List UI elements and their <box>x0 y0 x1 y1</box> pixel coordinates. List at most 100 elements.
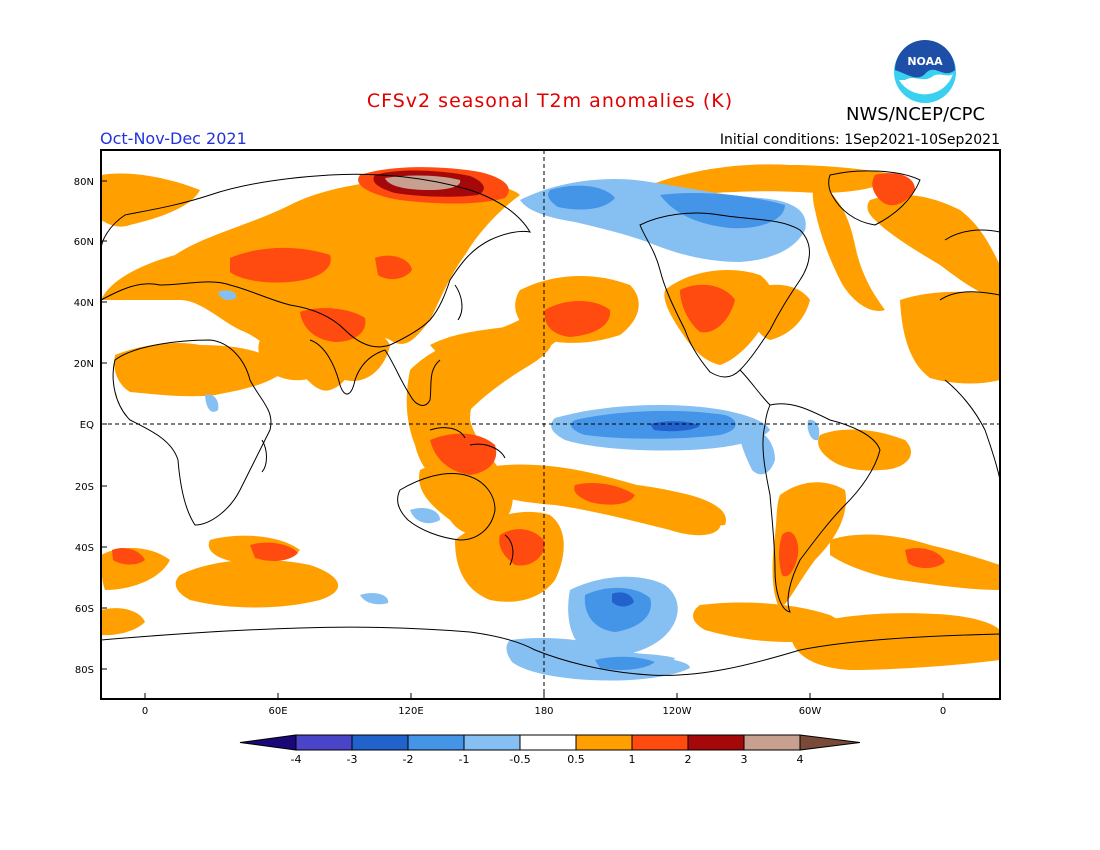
coastline-india <box>309 339 386 395</box>
coastline-greenland <box>828 170 921 226</box>
season-label: Oct-Nov-Dec 2021 <box>100 129 247 148</box>
warm-region-kara-sea-core <box>385 175 461 190</box>
colorbar: -4 -3 -2 -1 -0.5 0.5 1 2 3 4 <box>239 734 861 766</box>
map-title: CFSv2 seasonal T2m anomalies (K) <box>366 90 734 112</box>
colorbar-tick-label: 1 <box>629 753 636 766</box>
lat-label-60s: 60S <box>75 604 94 615</box>
longitude-axis: 0 60E 120E 180 120W 60W 0 <box>142 693 946 717</box>
warm-region-west-africa-atlantic <box>900 291 1000 384</box>
warm-region-eurasia <box>101 178 520 391</box>
lon-label-120e-2: 120E <box>398 706 423 717</box>
lat-label-20n: 20N <box>74 359 94 370</box>
coastline-australia <box>397 472 496 541</box>
coastline-borneo-new-guinea <box>429 427 506 459</box>
warm-region-indian-ocean-east <box>101 608 145 636</box>
warm-region-southern-ocean-b <box>175 559 339 608</box>
initial-conditions-label: Initial conditions: 1Sep2021-10Sep2021 <box>719 132 1000 148</box>
organization-label: NWS/NCEP/CPC <box>846 104 986 125</box>
colorbar-cell <box>463 734 521 751</box>
colorbar-tick-label: 2 <box>685 753 692 766</box>
noaa-logo-text: NOAA <box>907 55 943 68</box>
coastline-central-america <box>739 369 771 406</box>
noaa-logo-icon: NOAA <box>894 40 956 103</box>
colorbar-cell <box>575 734 633 751</box>
coastline-new-zealand <box>504 534 514 566</box>
lat-label-eq: EQ <box>80 420 94 431</box>
warm-region-greenland-atlantic <box>812 180 885 311</box>
cold-region-canadian-arctic <box>660 193 785 229</box>
colorbar-cell <box>351 734 409 751</box>
cold-region-chukchi <box>548 185 615 210</box>
warm-region-west-siberia <box>230 247 331 283</box>
warm-region-east-of-nz <box>499 529 545 566</box>
lat-label-60n: 60N <box>74 237 94 248</box>
colorbar-cell <box>743 734 801 751</box>
coastline-southeast-asia <box>384 349 441 406</box>
colorbar-tick-label: 3 <box>741 753 748 766</box>
cold-region-caspian <box>218 290 237 300</box>
warm-region-south-atlantic-spot <box>905 548 945 569</box>
warm-region-indian-west <box>112 548 145 565</box>
colorbar-cell <box>295 734 353 751</box>
warm-region-australia <box>419 460 513 536</box>
lat-label-40s: 40S <box>75 543 94 554</box>
coastline-africa <box>112 339 272 526</box>
cold-region-east-africa <box>205 394 219 412</box>
colorbar-tick-label: 4 <box>797 753 804 766</box>
lon-label-180-3: 180 <box>534 706 553 717</box>
colorbar-cell <box>519 734 577 751</box>
lat-label-40n: 40N <box>74 298 94 309</box>
warm-region-nw-pacific-band <box>440 330 553 410</box>
colorbar-arrow-high <box>799 734 861 751</box>
warm-region-sahara <box>114 343 285 397</box>
colorbar-cell <box>631 734 689 751</box>
warm-region-patagonia <box>779 531 799 577</box>
coastline-south-america <box>762 403 881 613</box>
warm-region-central-north-pacific <box>544 301 611 337</box>
warm-region-arctic-canada <box>650 164 900 195</box>
latitude-axis: 80N 60N 40N 20N EQ 20S 40S 60S 80S <box>74 177 107 676</box>
coastlines <box>101 170 1000 676</box>
lat-label-80s: 80S <box>75 665 94 676</box>
warm-region-south-america <box>772 482 846 610</box>
warm-region-north-atlantic <box>867 194 1000 300</box>
coastline-antarctica <box>101 626 1000 676</box>
colorbar-tick-label: -3 <box>347 753 358 766</box>
coastline-north-america <box>639 212 810 378</box>
cold-region-bellingshausen <box>584 587 651 632</box>
warm-region-arabia <box>258 338 330 381</box>
colorbar-cell <box>407 734 465 751</box>
cold-region-brazil-west <box>807 419 820 441</box>
warm-region-brazil <box>818 429 911 471</box>
colorbar-tick-label: -0.5 <box>509 753 530 766</box>
cold-region-w-australia <box>410 508 440 524</box>
lon-label-60w-5: 60W <box>799 706 822 717</box>
lat-label-20s: 20S <box>75 482 94 493</box>
colorbar-tick-label: -2 <box>403 753 414 766</box>
warm-region-greenland-coast <box>872 173 915 206</box>
coastline-japan <box>454 284 463 321</box>
warm-region-south-pacific <box>574 483 635 505</box>
warm-region-west-europe <box>101 173 200 227</box>
warm-region-weddell <box>790 613 1000 670</box>
coastline-madagascar <box>261 439 267 473</box>
lon-label-60e-1: 60E <box>268 706 287 717</box>
cold-region-indian-south <box>360 592 389 605</box>
coastline-europe-asia <box>101 173 531 348</box>
colorbar-arrow-low <box>239 734 297 751</box>
lon-label-120w-4: 120W <box>663 706 692 717</box>
colorbar-tick-label: 0.5 <box>567 753 585 766</box>
colorbar-tick-label: -1 <box>459 753 470 766</box>
colorbar-tick-label: -4 <box>291 753 302 766</box>
coastline-west-africa-right <box>939 229 1000 481</box>
lat-label-80n: 80N <box>74 177 94 188</box>
warm-region-south-indian-ocean <box>250 542 298 561</box>
warm-region-central-asia <box>375 255 412 280</box>
lon-label-0-0: 0 <box>142 706 148 717</box>
warm-region-southwest-us <box>680 284 735 333</box>
cold-region-equatorial-east <box>739 427 775 475</box>
lon-label-0-6: 0 <box>940 706 946 717</box>
warm-anomaly-3-4-layer <box>385 175 461 190</box>
colorbar-cell <box>687 734 745 751</box>
